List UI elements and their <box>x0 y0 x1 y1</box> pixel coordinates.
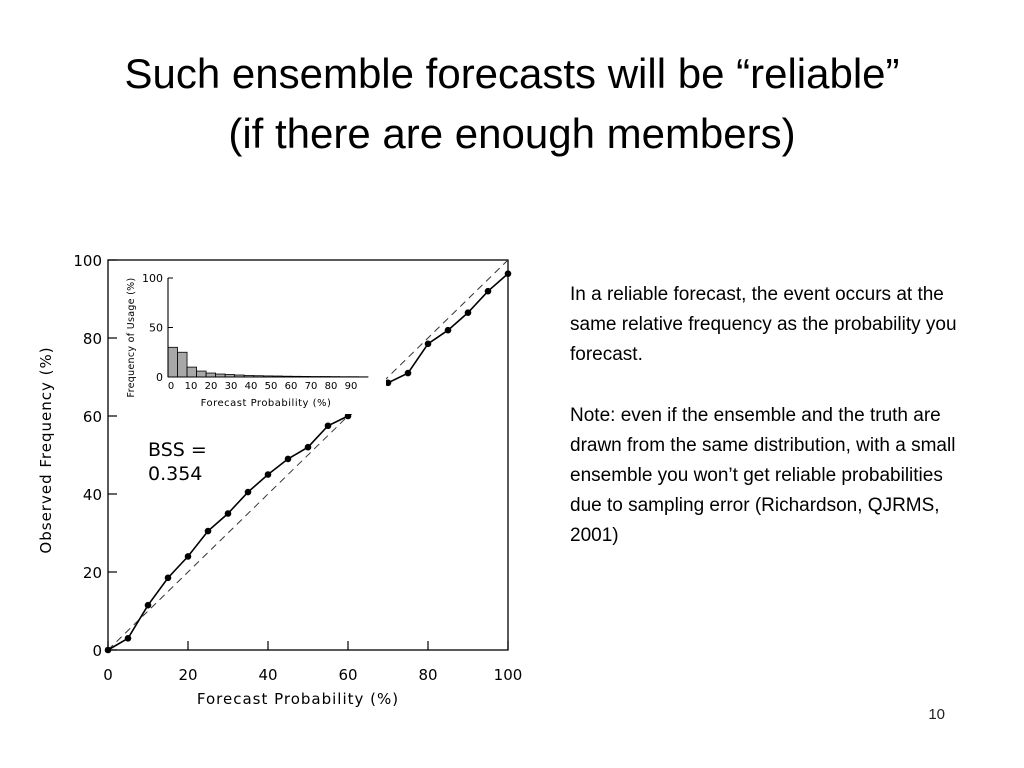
x-tick-label: 40 <box>258 666 277 684</box>
inset-x-tick-label: 80 <box>325 381 338 392</box>
x-tick-label: 60 <box>338 666 357 684</box>
usage-bar <box>167 346 178 378</box>
inset-y-tick-label: 100 <box>142 272 163 285</box>
reliability-point <box>164 574 172 582</box>
reliability-point <box>464 309 472 316</box>
inset-x-tick-label: 40 <box>245 381 258 392</box>
inset-background <box>122 262 386 414</box>
slide-title-line-1: Such ensemble forecasts will be “reliabl… <box>124 50 900 97</box>
bss-annotation-label: BSS = <box>148 439 207 461</box>
reliability-point <box>404 369 412 377</box>
y-tick-label: 100 <box>73 252 102 270</box>
y-tick-label: 0 <box>92 642 102 660</box>
reliability-point <box>444 326 452 334</box>
slide-title-line-2: (if there are enough members) <box>228 110 796 157</box>
inset-x-tick-label: 70 <box>305 381 318 392</box>
x-axis-label: Forecast Probability (%) <box>197 690 399 708</box>
page-number: 10 <box>928 706 945 723</box>
inset-x-tick-label: 60 <box>285 381 298 392</box>
usage-bar <box>177 351 188 378</box>
inset-x-tick-label: 30 <box>225 381 238 392</box>
body-text: In a reliable forecast, the event occurs… <box>570 280 960 582</box>
inset-x-tick-label: 90 <box>345 381 358 392</box>
y-tick-label: 20 <box>83 564 102 582</box>
y-tick-label: 60 <box>83 408 102 426</box>
inset-x-tick-label: 50 <box>265 381 278 392</box>
x-tick-label: 100 <box>494 666 523 684</box>
reliability-point <box>124 635 132 642</box>
inset-x-tick-label: 0 <box>168 381 174 392</box>
inset-y-tick-label: 50 <box>149 322 163 335</box>
x-tick-label: 20 <box>178 666 197 684</box>
x-tick-label: 0 <box>103 666 113 684</box>
bss-annotation-value: 0.354 <box>148 463 202 485</box>
reliability-point <box>144 601 152 609</box>
inset-y-axis-label: Frequency of Usage (%) <box>126 278 137 398</box>
slide-title: Such ensemble forecasts will be “reliabl… <box>0 44 1024 164</box>
y-tick-label: 80 <box>83 330 102 348</box>
usage-bar <box>196 370 207 378</box>
inset-x-tick-label: 10 <box>185 381 198 392</box>
reliability-point <box>204 527 212 535</box>
inset-y-tick-label: 0 <box>156 371 163 384</box>
inset-x-tick-label: 20 <box>205 381 218 392</box>
reliability-point <box>304 443 312 451</box>
reliability-point <box>224 510 232 517</box>
paragraph-note: Note: even if the ensemble and the truth… <box>570 405 956 546</box>
paragraph-reliable-forecast: In a reliable forecast, the event occurs… <box>570 284 957 365</box>
reliability-point <box>284 455 292 463</box>
inset-x-axis-label: Forecast Probability (%) <box>201 398 332 409</box>
reliability-point <box>244 488 252 496</box>
reliability-point <box>424 340 432 348</box>
x-tick-label: 80 <box>418 666 437 684</box>
y-axis-label: Observed Frequency (%) <box>37 346 55 553</box>
inset-histogram: 0 50 100 0 10 20 30 40 50 60 70 80 90 Forecast Probab… <box>122 262 386 414</box>
y-tick-label: 40 <box>83 486 102 504</box>
reliability-point <box>484 287 492 295</box>
reliability-point <box>264 471 272 478</box>
reliability-point <box>184 553 192 560</box>
usage-bar <box>205 372 217 378</box>
reliability-point <box>344 412 352 420</box>
usage-bar <box>186 366 197 378</box>
reliability-point <box>384 379 392 387</box>
reliability-point <box>504 270 512 277</box>
reliability-point <box>104 646 112 654</box>
plot-frame <box>107 259 509 651</box>
diagonal-reference-line <box>107 259 509 651</box>
reliability-point <box>324 422 332 430</box>
